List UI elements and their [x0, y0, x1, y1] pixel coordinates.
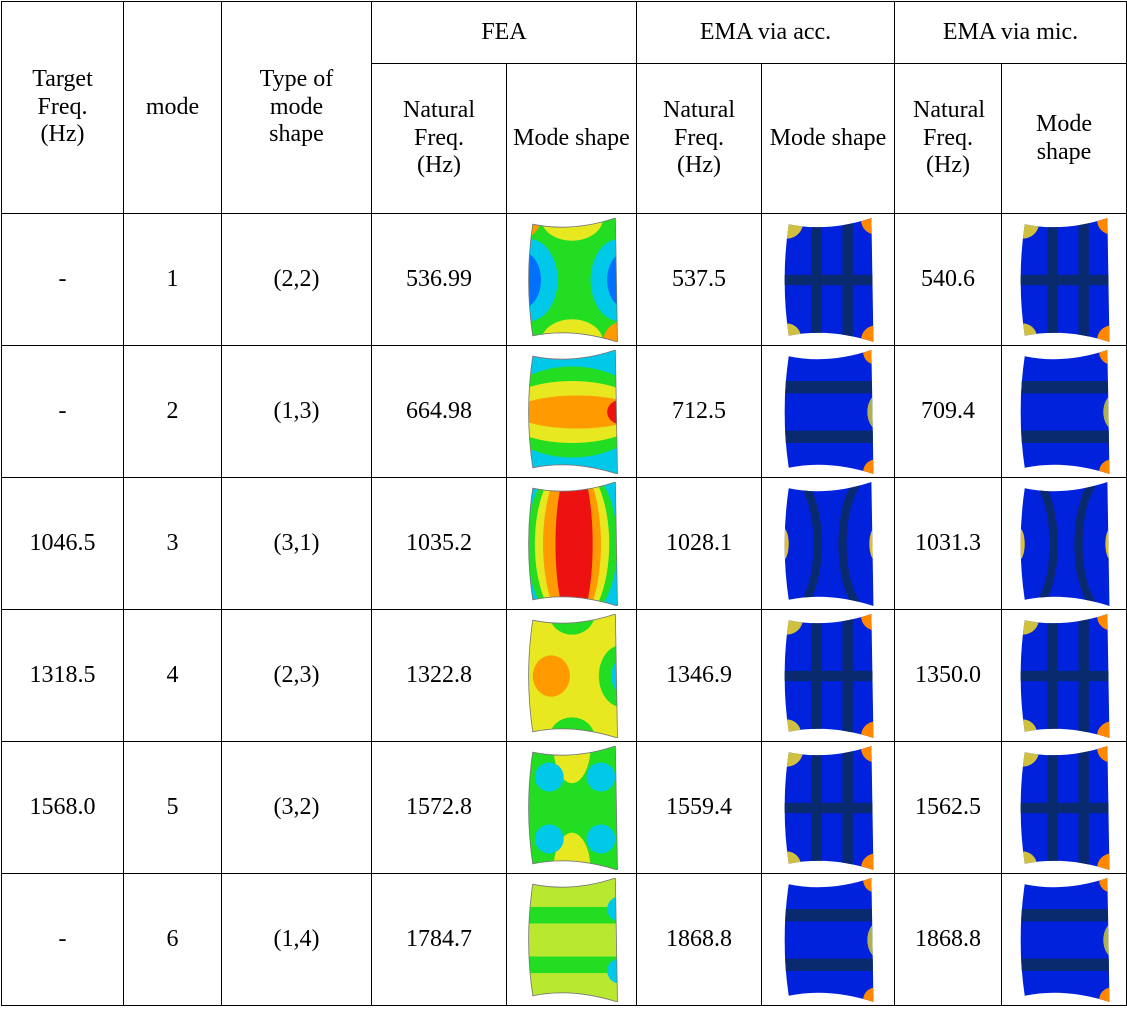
row: 1568.0 5 (3,2) 1572.8 1559.4 1562.5: [2, 742, 1127, 874]
group-header: EMA via acc.: [637, 2, 895, 64]
image-cell: [507, 478, 637, 610]
cell: (1,4): [222, 874, 372, 1006]
cell: 1568.0: [2, 742, 124, 874]
mode-shape: [772, 218, 884, 342]
subheader-cell: Mode shape: [507, 64, 637, 214]
image-cell: [1002, 742, 1127, 874]
cell: 1784.7: [372, 874, 507, 1006]
cell: 1868.8: [895, 874, 1002, 1006]
header-cell: mode: [124, 2, 222, 214]
row: 1318.5 4 (2,3) 1322.8 1346.9 1350.0: [2, 610, 1127, 742]
cell: 1035.2: [372, 478, 507, 610]
cell: 536.99: [372, 214, 507, 346]
image-cell: [1002, 214, 1127, 346]
mode-shape: [772, 482, 884, 606]
cell: 1572.8: [372, 742, 507, 874]
row: - 2 (1,3) 664.98 712.5 709.4: [2, 346, 1127, 478]
mode-shape: [772, 746, 884, 870]
group-header: EMA via mic.: [895, 2, 1127, 64]
mode-shape: [1008, 614, 1120, 738]
group-header: FEA: [372, 2, 637, 64]
cell: 2: [124, 346, 222, 478]
row: - 6 (1,4) 1784.7 1868.8 1868.8: [2, 874, 1127, 1006]
subheader-cell: Natural Freq. (Hz): [372, 64, 507, 214]
mode-shape: [516, 350, 628, 474]
cell: 6: [124, 874, 222, 1006]
image-cell: [507, 346, 637, 478]
mode-shape: [516, 746, 628, 870]
row: 1046.5 3 (3,1) 1035.2 1028.1 1031.3: [2, 478, 1127, 610]
page: {"table": { "header": { "target_freq": "…: [0, 1, 1127, 1009]
image-cell: [762, 214, 895, 346]
header-cell: Type of mode shape: [222, 2, 372, 214]
image-cell: [1002, 610, 1127, 742]
cell: 4: [124, 610, 222, 742]
cell: 1322.8: [372, 610, 507, 742]
image-cell: [1002, 874, 1127, 1006]
cell: (3,1): [222, 478, 372, 610]
mode-shape: [772, 350, 884, 474]
image-cell: [762, 478, 895, 610]
mode-shape: [1008, 482, 1120, 606]
cell: 1350.0: [895, 610, 1002, 742]
cell: 1559.4: [637, 742, 762, 874]
image-cell: [762, 610, 895, 742]
header-cell: Target Freq. (Hz): [2, 2, 124, 214]
mode-shape: [1008, 878, 1120, 1002]
cell: 1031.3: [895, 478, 1002, 610]
mode-shape: [1008, 746, 1120, 870]
image-cell: [507, 214, 637, 346]
subheader-cell: Mode shape: [1002, 64, 1127, 214]
cell: 1: [124, 214, 222, 346]
cell: 709.4: [895, 346, 1002, 478]
cell: (3,2): [222, 742, 372, 874]
image-cell: [507, 610, 637, 742]
mode-shape: [1008, 350, 1120, 474]
cell: 1562.5: [895, 742, 1002, 874]
mode-shape: [516, 482, 628, 606]
image-cell: [762, 742, 895, 874]
results-table: Target Freq. (Hz) mode Type of mode shap…: [1, 1, 1127, 1006]
cell: 5: [124, 742, 222, 874]
subheader-cell: Natural Freq. (Hz): [637, 64, 762, 214]
mode-shape: [772, 878, 884, 1002]
image-cell: [507, 874, 637, 1006]
row: - 1 (2,2) 536.99 537.5 540.6: [2, 214, 1127, 346]
mode-shape: [516, 614, 628, 738]
image-cell: [507, 742, 637, 874]
cell: 1318.5: [2, 610, 124, 742]
mode-shape: [1008, 218, 1120, 342]
cell: (2,3): [222, 610, 372, 742]
cell: 3: [124, 478, 222, 610]
mode-shape: [516, 878, 628, 1002]
cell: 540.6: [895, 214, 1002, 346]
cell: -: [2, 214, 124, 346]
mode-shape: [516, 218, 628, 342]
subheader-cell: Natural Freq. (Hz): [895, 64, 1002, 214]
cell: 1046.5: [2, 478, 124, 610]
image-cell: [762, 346, 895, 478]
cell: 664.98: [372, 346, 507, 478]
cell: (2,2): [222, 214, 372, 346]
mode-shape: [772, 614, 884, 738]
image-cell: [1002, 346, 1127, 478]
cell: 1868.8: [637, 874, 762, 1006]
image-cell: [1002, 478, 1127, 610]
cell: 1346.9: [637, 610, 762, 742]
cell: -: [2, 874, 124, 1006]
cell: 537.5: [637, 214, 762, 346]
cell: 1028.1: [637, 478, 762, 610]
header-row: Target Freq. (Hz) mode Type of mode shap…: [2, 2, 1127, 64]
subheader-cell: Mode shape: [762, 64, 895, 214]
cell: 712.5: [637, 346, 762, 478]
cell: -: [2, 346, 124, 478]
cell: (1,3): [222, 346, 372, 478]
image-cell: [762, 874, 895, 1006]
